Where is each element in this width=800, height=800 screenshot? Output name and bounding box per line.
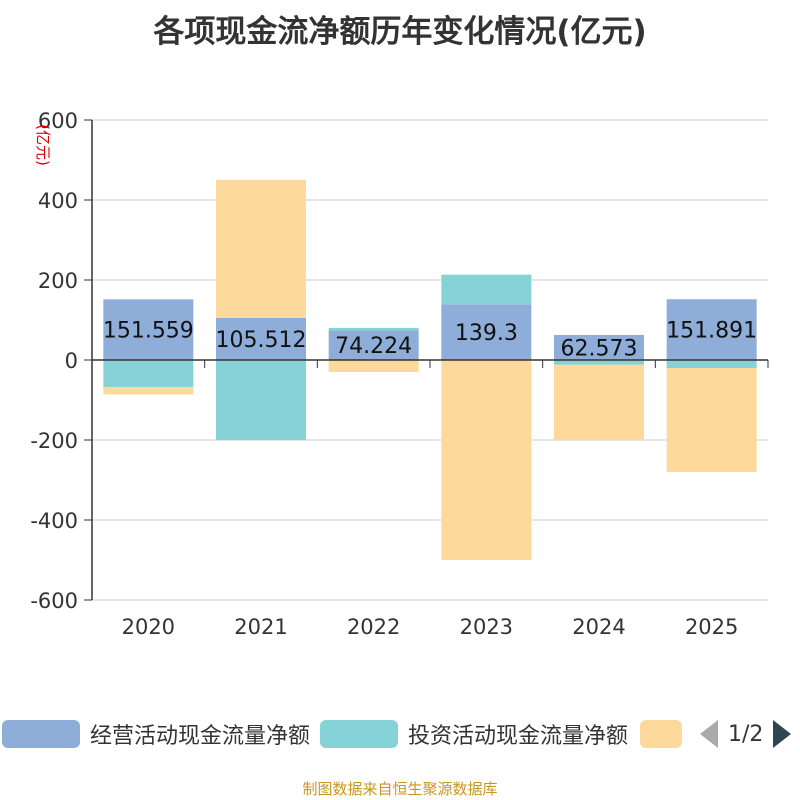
y-tick-label: -600 [30, 589, 78, 613]
legend-label-operating: 经营活动现金流量净额 [90, 724, 311, 749]
legend-label-investing: 投资活动现金流量净额 [408, 724, 629, 749]
data-label: 105.512 [216, 328, 307, 353]
bar-investing-2021 [216, 360, 306, 440]
bar-operating-2022 [328, 330, 419, 360]
legend-next-page-icon[interactable] [773, 720, 792, 748]
data-label: 151.559 [103, 319, 194, 344]
data-label: 74.224 [335, 334, 412, 359]
bar-chart: 600 400 200 0 -200 -400 -600 (亿元) 2020 2021 2022 20… [30, 109, 769, 639]
bar-financing-2021 [216, 179, 306, 318]
y-tick-label: -200 [30, 429, 78, 453]
x-tick-label: 2022 [347, 615, 400, 639]
legend-prev-page-icon[interactable] [700, 720, 718, 748]
bar-financing-2020 [103, 387, 194, 395]
y-axis-label: (亿元) [34, 124, 52, 166]
x-tick-label: 2025 [685, 615, 738, 639]
bar-operating-2023 [441, 304, 532, 360]
legend-swatch-operating [2, 720, 80, 748]
bar-investing-2024 [554, 360, 644, 365]
x-tick-label: 2020 [122, 615, 175, 639]
y-tick-label: 400 [38, 189, 78, 213]
x-tick-label: 2023 [460, 615, 513, 639]
bar-financing-2023 [441, 360, 532, 560]
bar-investing-2023 [441, 274, 532, 305]
bar-financing-2024 [554, 364, 644, 440]
data-label: 62.573 [561, 336, 638, 361]
y-tick-label: 0 [65, 349, 78, 373]
x-tick-label: 2024 [572, 615, 625, 639]
legend-page-indicator: 1/2 [728, 721, 764, 747]
bar-investing-2025 [666, 360, 757, 368]
x-tick-label: 2021 [234, 615, 287, 639]
legend-swatch-financing [640, 720, 682, 748]
legend-pager: 1/2 [700, 716, 792, 752]
legend-item-operating[interactable]: 经营活动现金流量净额 [2, 716, 310, 752]
chart-title: 各项现金流净额历年变化情况(亿元) [153, 14, 647, 50]
bar-operating-2020 [103, 299, 194, 360]
legend-swatch-investing [320, 720, 398, 748]
y-tick-label: 200 [38, 269, 78, 293]
y-tick-label: -400 [30, 509, 78, 533]
legend-item-financing[interactable] [640, 716, 682, 752]
bar-operating-2025 [666, 299, 757, 360]
legend-item-investing[interactable]: 投资活动现金流量净额 [320, 716, 628, 752]
bar-financing-2022 [328, 360, 419, 372]
bar-financing-2025 [666, 368, 757, 472]
y-tick-label: 600 [38, 109, 78, 133]
data-label: 139.3 [455, 321, 518, 346]
bar-investing-2022 [328, 327, 419, 331]
legend: 经营活动现金流量净额 投资活动现金流量净额 [0, 716, 800, 756]
bar-operating-2024 [554, 334, 644, 360]
bar-operating-2021 [216, 317, 306, 360]
bar-investing-2020 [103, 360, 194, 388]
data-label: 151.891 [666, 319, 757, 344]
source-note: 制图数据来自恒生聚源数据库 [302, 780, 498, 798]
